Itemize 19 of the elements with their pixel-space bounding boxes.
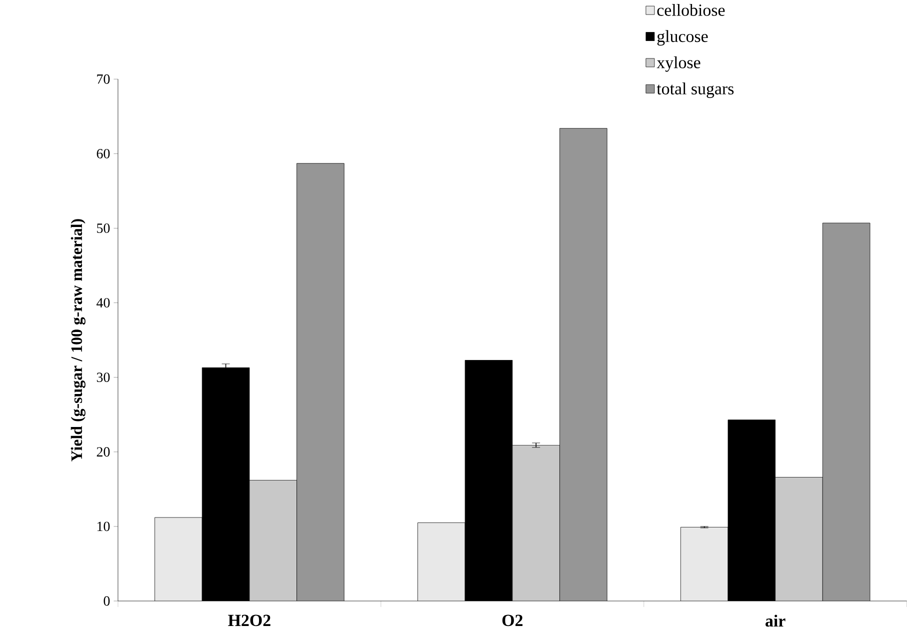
- x-tick-label: H2O2: [228, 614, 270, 626]
- legend-label: cellobiose: [657, 4, 725, 16]
- x-tick-label: air: [766, 614, 786, 627]
- y-tick-label: 20: [96, 447, 110, 457]
- legend-label: total sugars: [656, 82, 734, 98]
- bar: [775, 477, 823, 601]
- legend-label: glucose: [657, 30, 708, 46]
- bar: [249, 480, 297, 601]
- y-tick-label: 10: [97, 522, 110, 532]
- y-axis-title: Yield (g-sugar / 100 g-raw material): [70, 219, 86, 462]
- y-tick-label: 30: [96, 372, 110, 382]
- legend-label: xylose: [656, 56, 700, 72]
- y-tick-label: 50: [97, 224, 110, 233]
- y-tick-label: 40: [96, 298, 110, 308]
- y-tick-label: 0: [104, 596, 110, 606]
- y-tick-label: 60: [96, 148, 110, 158]
- x-tick-label: O2: [502, 614, 522, 626]
- y-tick-label: 70: [97, 74, 110, 84]
- bar: [512, 445, 560, 601]
